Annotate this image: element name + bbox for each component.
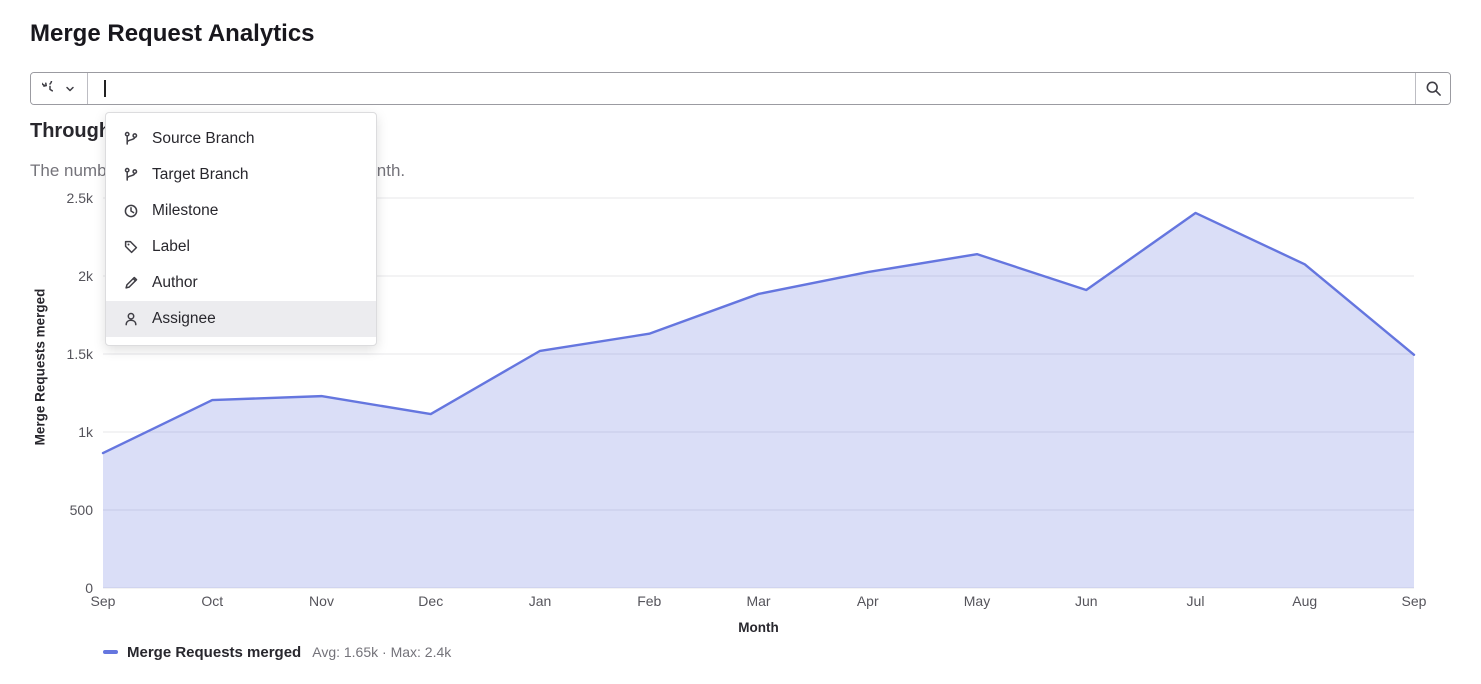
svg-text:Mar: Mar	[746, 593, 770, 609]
svg-text:May: May	[964, 593, 990, 609]
chevron-down-icon	[64, 83, 76, 95]
pencil-icon	[123, 275, 139, 291]
svg-text:0: 0	[85, 580, 93, 596]
user-icon	[123, 311, 139, 327]
clock-icon	[123, 203, 139, 219]
throughput-area-chart[interactable]: 0 500 1k 1.5k 2k 2.5k Sep Oct Nov Dec Jan Feb Mar Apr…	[30, 185, 1451, 615]
label-icon	[123, 239, 139, 255]
page-title: Merge Request Analytics	[30, 20, 315, 47]
legend-stats: Avg: 1.65k · Max: 2.4k	[312, 644, 452, 660]
legend-dash	[103, 650, 118, 654]
dropdown-item[interactable]: Milestone	[106, 193, 376, 229]
svg-text:Feb: Feb	[637, 593, 661, 609]
svg-text:2k: 2k	[78, 268, 94, 284]
dropdown-item[interactable]: Source Branch	[106, 121, 376, 157]
dropdown-item-label: Target Branch	[152, 166, 249, 183]
search-history-toggle[interactable]	[31, 73, 88, 104]
svg-text:2.5k: 2.5k	[67, 190, 94, 206]
svg-text:Sep: Sep	[1402, 593, 1427, 609]
filter-token-dropdown: Source Branch Target Branch Milestone	[105, 112, 377, 346]
dropdown-item-label: Source Branch	[152, 130, 255, 147]
branch-icon	[123, 131, 139, 147]
svg-text:Jan: Jan	[529, 593, 552, 609]
svg-text:Nov: Nov	[309, 593, 334, 609]
dropdown-item[interactable]: Author	[106, 265, 376, 301]
text-caret	[104, 80, 106, 97]
svg-text:1k: 1k	[78, 424, 94, 440]
svg-text:1.5k: 1.5k	[67, 346, 94, 362]
filtered-search-bar	[30, 72, 1451, 105]
search-icon	[1425, 80, 1442, 97]
filter-token-list: Source Branch Target Branch Milestone	[106, 121, 376, 337]
chart-legend[interactable]: Merge Requests merged Avg: 1.65k · Max: …	[103, 642, 451, 662]
dropdown-item-label: Assignee	[152, 310, 216, 327]
filtered-search-input[interactable]	[88, 73, 1415, 104]
y-axis-label: Merge Requests merged	[32, 288, 48, 446]
svg-text:Apr: Apr	[857, 593, 879, 609]
dropdown-item-label: Label	[152, 238, 190, 255]
svg-text:Jul: Jul	[1187, 593, 1205, 609]
svg-text:Sep: Sep	[91, 593, 116, 609]
dropdown-item-label: Milestone	[152, 202, 219, 219]
dropdown-item[interactable]: Target Branch	[106, 157, 376, 193]
dropdown-item[interactable]: Label	[106, 229, 376, 265]
search-button[interactable]	[1415, 73, 1450, 104]
search-input[interactable]	[105, 73, 1415, 104]
svg-text:Oct: Oct	[201, 593, 223, 609]
history-icon	[42, 80, 58, 97]
svg-text:Aug: Aug	[1292, 593, 1317, 609]
svg-text:Jun: Jun	[1075, 593, 1098, 609]
x-axis-label: Month	[738, 620, 779, 635]
svg-text:Dec: Dec	[418, 593, 443, 609]
legend-series-label: Merge Requests merged	[127, 643, 302, 661]
svg-text:500: 500	[70, 502, 94, 518]
dropdown-item[interactable]: Assignee	[106, 301, 376, 337]
branch-icon	[123, 167, 139, 183]
dropdown-item-label: Author	[152, 274, 198, 291]
